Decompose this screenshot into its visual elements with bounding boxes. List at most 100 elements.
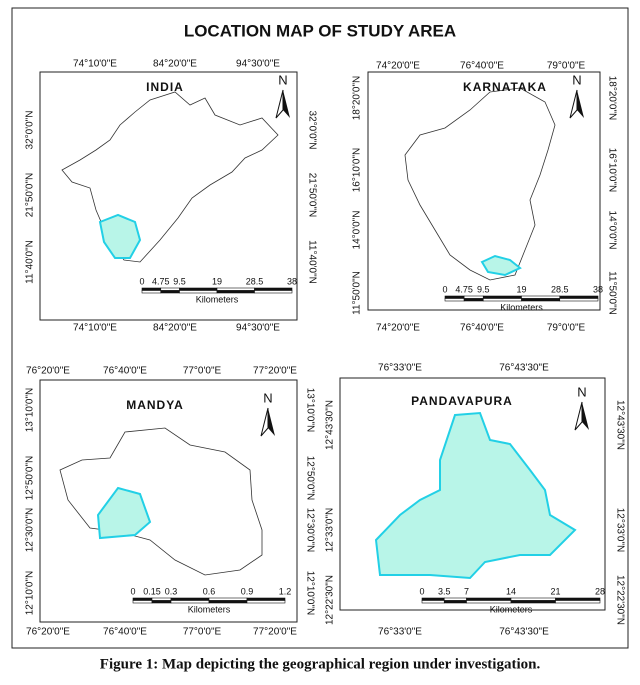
scale-segment (443, 597, 467, 601)
latitude-label: 32°0'0"N (25, 111, 36, 150)
pandavapura-outline (374, 411, 577, 580)
north-arrow (260, 407, 269, 437)
scale-label: 0 (139, 276, 144, 286)
north-arrow (283, 90, 290, 118)
longitude-label: 76°40'0"E (103, 627, 147, 638)
latitude-label: 12°33'0"N (325, 508, 336, 553)
latitude-label: 11°50'0"N (606, 271, 617, 315)
longitude-label: 77°20'0"E (253, 366, 297, 377)
scale-label: 4.75 (455, 284, 473, 294)
scale-segment (141, 290, 162, 294)
scale-segment (521, 295, 561, 299)
scale-segment (482, 295, 522, 299)
scale-segment (421, 597, 445, 601)
scale-label: 14 (506, 586, 516, 596)
north-label: N (263, 390, 272, 405)
longitude-label: 76°43'30"E (499, 627, 549, 638)
scale-segment (141, 287, 162, 291)
scale-label: 0.15 (143, 586, 161, 596)
scale-label: 3.5 (438, 586, 451, 596)
scale-segment (555, 600, 601, 604)
scale-label: 0 (419, 586, 424, 596)
north-arrow (275, 89, 284, 119)
north-arrow (577, 90, 584, 118)
scale-label: 9.5 (477, 284, 490, 294)
scale-segment (482, 298, 522, 302)
scale-unit: Kilometers (490, 604, 533, 614)
scale-label: 19 (516, 284, 526, 294)
scale-label: 7 (464, 586, 469, 596)
latitude-label: 16°10'0"N (352, 148, 363, 193)
scale-segment (559, 295, 599, 299)
scale-segment (254, 290, 293, 294)
scale-label: 0 (130, 586, 135, 596)
latitude-label: 14°0'0"N (606, 211, 617, 250)
longitude-label: 76°20'0"E (26, 366, 70, 377)
longitude-label: 76°33'0"E (378, 627, 422, 638)
scale-segment (246, 600, 286, 604)
scale-segment (421, 600, 445, 604)
latitude-label: 14°0'0"N (352, 211, 363, 250)
scale-segment (132, 600, 153, 604)
latitude-label: 12°22'30"N (614, 575, 625, 625)
scale-segment (151, 600, 172, 604)
latitude-label: 12°10'0"N (25, 571, 36, 616)
scale-segment (160, 290, 180, 294)
panel-name: KARNATAKA (463, 80, 547, 94)
scale-segment (559, 298, 599, 302)
scale-label: 28 (595, 586, 605, 596)
latitude-label: 11°40'0"N (306, 240, 317, 284)
scale-label: 28.5 (246, 276, 264, 286)
scale-segment (444, 298, 465, 302)
latitude-label: 12°30'0"N (304, 508, 315, 553)
latitude-label: 11°40'0"N (25, 240, 36, 284)
latitude-label: 16°10'0"N (606, 148, 617, 193)
caption: Figure 1: Map depicting the geographical… (100, 656, 541, 672)
latitude-label: 13°10'0"N (25, 388, 36, 433)
north-arrow (569, 89, 578, 119)
latitude-label: 18°20'0"N (352, 76, 363, 121)
longitude-label: 79°0'0"E (547, 61, 586, 72)
scale-label: 4.75 (152, 276, 170, 286)
longitude-label: 77°0'0"E (183, 366, 222, 377)
latitude-label: 13°10'0"N (304, 388, 315, 433)
karnataka-outline (404, 87, 556, 281)
longitude-label: 74°20'0"E (376, 323, 420, 334)
latitude-label: 12°50'0"N (25, 456, 36, 501)
scale-segment (521, 298, 561, 302)
scale-segment (466, 600, 512, 604)
longitude-label: 84°20'0"E (153, 323, 197, 334)
north-arrow (582, 402, 589, 430)
latitude-label: 21°50'0"N (306, 173, 317, 218)
panel-name: PANDAVAPURA (411, 394, 513, 408)
panel-name: MANDYA (126, 398, 184, 412)
scale-label: 38 (593, 284, 603, 294)
longitude-label: 79°0'0"E (547, 323, 586, 334)
scale-segment (510, 597, 556, 601)
latitude-label: 12°43'30"N (614, 400, 625, 450)
longitude-label: 76°40'0"E (103, 366, 147, 377)
panel-name: INDIA (146, 80, 184, 94)
scale-label: 21 (550, 586, 560, 596)
longitude-label: 77°0'0"E (183, 627, 222, 638)
north-label: N (278, 72, 287, 87)
scale-label: 0.3 (165, 586, 178, 596)
scale-segment (170, 597, 210, 601)
scale-segment (444, 295, 465, 299)
latitude-label: 12°33'0"N (614, 508, 625, 553)
pandavapura-in-mandya (96, 486, 152, 540)
longitude-label: 84°20'0"E (153, 59, 197, 70)
latitude-label: 11°50'0"N (352, 271, 363, 315)
scale-label: 38 (287, 276, 297, 286)
scale-segment (170, 600, 210, 604)
longitude-label: 94°30'0"E (236, 323, 280, 334)
longitude-label: 77°20'0"E (253, 627, 297, 638)
longitude-label: 94°30'0"E (236, 59, 280, 70)
scale-segment (179, 287, 218, 291)
scale-unit: Kilometers (196, 294, 239, 304)
longitude-label: 74°10'0"E (73, 323, 117, 334)
scale-segment (463, 295, 484, 299)
latitude-label: 18°20'0"N (606, 76, 617, 121)
scale-segment (208, 597, 248, 601)
